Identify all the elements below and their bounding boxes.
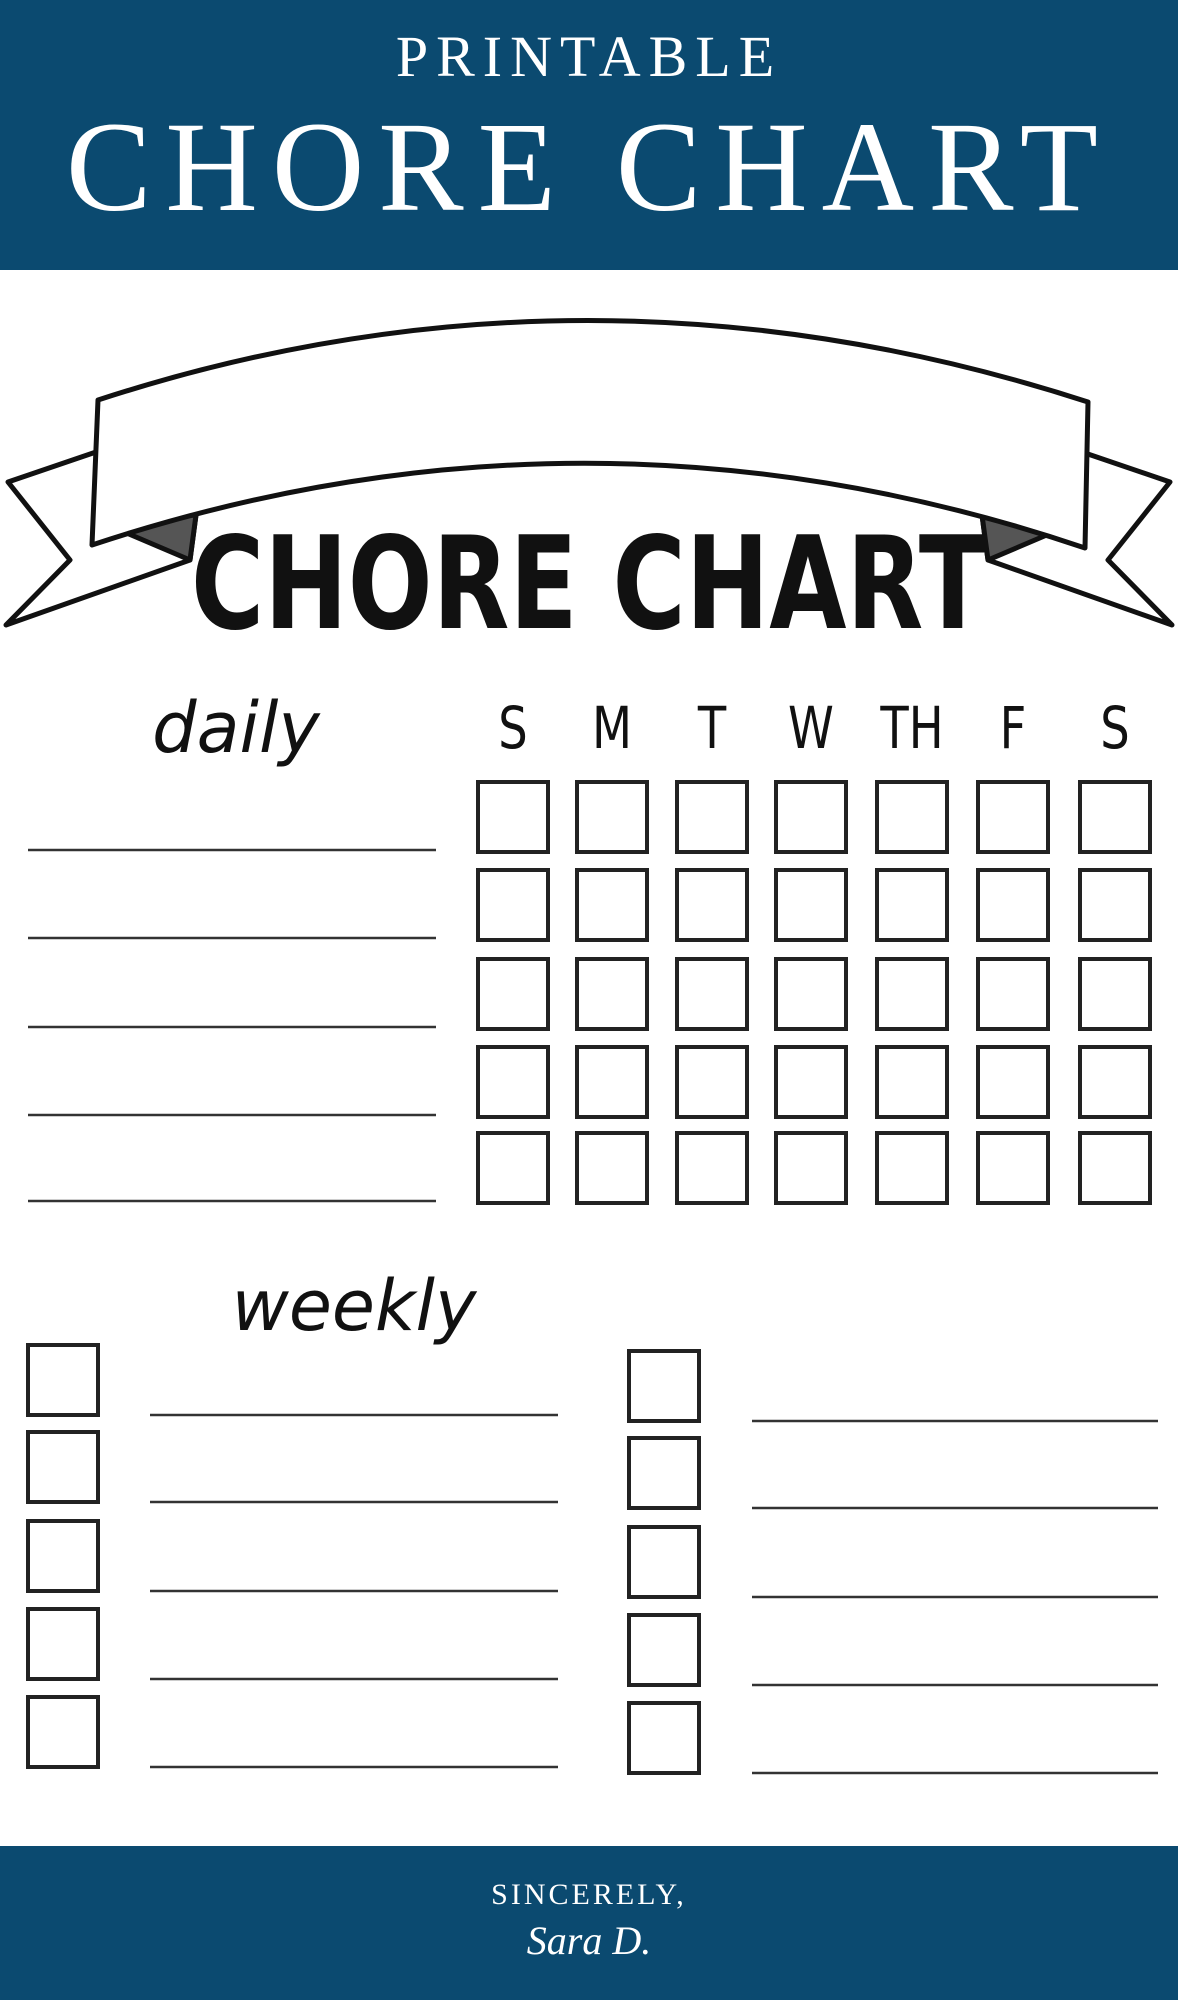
checkbox [575, 1045, 649, 1119]
checkbox [875, 957, 949, 1031]
checkbox [875, 1045, 949, 1119]
checkbox [627, 1436, 701, 1510]
checkbox [1078, 1045, 1152, 1119]
checkbox [774, 957, 848, 1031]
checkbox [476, 957, 550, 1031]
ribbon [3, 318, 1175, 628]
checkbox [627, 1525, 701, 1599]
checkbox [675, 780, 749, 854]
header-band [0, 0, 1178, 270]
checkbox [26, 1430, 100, 1504]
checkbox [1078, 1131, 1152, 1205]
weekly-label: weekly [232, 1265, 478, 1347]
checkbox [575, 957, 649, 1031]
checkbox [476, 1045, 550, 1119]
checkbox [26, 1519, 100, 1593]
checkbox [476, 1131, 550, 1205]
checkbox [575, 1131, 649, 1205]
day-label: W [788, 695, 834, 762]
checkbox [675, 957, 749, 1031]
footer-line: SINCERELY, [491, 1878, 687, 1911]
checkbox [875, 1131, 949, 1205]
checkbox [1078, 780, 1152, 854]
checkbox [627, 1613, 701, 1687]
banner-title: CHORE CHART [191, 510, 987, 659]
checkbox [476, 868, 550, 942]
checkbox [976, 868, 1050, 942]
checkbox [627, 1701, 701, 1775]
checkbox [1078, 957, 1152, 1031]
header-kicker: PRINTABLE [396, 24, 782, 89]
checkbox [675, 1131, 749, 1205]
checkbox [774, 1131, 848, 1205]
day-label: S [1100, 695, 1129, 762]
checkbox [875, 868, 949, 942]
footer-signature: Sara D. [527, 1918, 651, 1963]
checkbox [575, 868, 649, 942]
checkbox [976, 780, 1050, 854]
checkbox [976, 1045, 1050, 1119]
checkbox [476, 780, 550, 854]
header-title: CHORE CHART [66, 96, 1112, 238]
checkbox [875, 780, 949, 854]
checkbox [774, 1045, 848, 1119]
checkbox [675, 1045, 749, 1119]
day-label: M [592, 695, 632, 762]
checkbox [26, 1343, 100, 1417]
day-label: S [498, 695, 527, 762]
day-label: TH [879, 695, 943, 762]
checkbox [774, 868, 848, 942]
day-label: T [697, 695, 727, 762]
checkbox [26, 1695, 100, 1769]
checkbox [1078, 868, 1152, 942]
footer-band [0, 1846, 1178, 2000]
checkbox [26, 1607, 100, 1681]
checkbox [976, 957, 1050, 1031]
daily-label: daily [152, 687, 321, 769]
day-label: F [1000, 695, 1027, 762]
checkbox [976, 1131, 1050, 1205]
checkbox [675, 868, 749, 942]
checkbox [627, 1349, 701, 1423]
checkbox [575, 780, 649, 854]
checkbox [774, 780, 848, 854]
